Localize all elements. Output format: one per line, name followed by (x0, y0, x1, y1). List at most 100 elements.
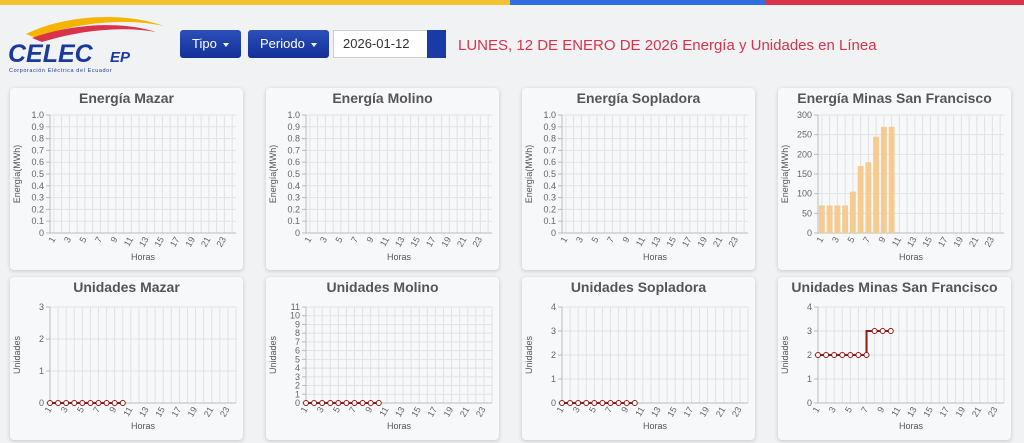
date-input[interactable]: 2026-01-12 (333, 30, 428, 58)
point (119, 400, 126, 406)
y-tick-label: 0.9 (543, 122, 556, 132)
x-tick-label: 3 (830, 235, 841, 244)
y-tick-label: 50 (802, 208, 812, 218)
y-tick-label: 1.0 (31, 110, 44, 120)
x-tick-label: 7 (605, 235, 616, 244)
tipo-button[interactable]: Tipo (180, 30, 241, 58)
x-tick-label: 5 (589, 235, 600, 244)
bar (826, 205, 833, 233)
y-tick-label: 0.1 (287, 216, 300, 226)
x-tick-label: 11 (890, 235, 903, 248)
x-tick-label: 19 (698, 405, 712, 419)
chart-title: Energía Mazar (79, 90, 174, 106)
x-tick-label: 9 (107, 405, 118, 414)
x-tick-label: 9 (108, 235, 119, 244)
y-tick-label: 150 (797, 169, 812, 179)
point (359, 400, 366, 406)
x-tick-label: 3 (571, 405, 582, 414)
y-tick-label: 2 (39, 334, 44, 344)
point (839, 352, 846, 358)
x-axis-label: Horas (899, 421, 924, 431)
x-tick-label: 17 (680, 235, 694, 249)
point (319, 400, 326, 406)
y-tick-label: 4 (295, 363, 300, 373)
x-tick-label: 15 (920, 235, 934, 249)
chart-title: Energía Molino (332, 90, 432, 106)
point (335, 400, 342, 406)
y-tick-label: 0 (295, 228, 300, 238)
x-tick-label: 15 (153, 405, 167, 419)
x-tick-label: 7 (93, 235, 104, 244)
x-tick-label: 13 (905, 235, 919, 249)
y-axis-label: Unidades (12, 335, 22, 374)
x-tick-label: 17 (425, 405, 439, 419)
y-tick-label: 0.4 (31, 181, 44, 191)
chart: Unidades MolinoHorasUnidades012345678910… (268, 279, 493, 431)
point (879, 328, 886, 334)
y-tick-label: 8 (295, 328, 300, 338)
y-tick-label: 0 (39, 228, 44, 238)
x-tick-label: 13 (137, 235, 151, 249)
x-tick-label: 11 (121, 405, 134, 418)
x-tick-label: 7 (861, 235, 872, 244)
y-tick-label: 0.5 (543, 169, 556, 179)
x-tick-label: 1 (814, 235, 825, 244)
y-tick-label: 3 (39, 302, 44, 312)
point (615, 400, 622, 406)
y-tick-label: 0 (39, 398, 44, 408)
x-tick-label: 11 (378, 235, 391, 248)
chart-title: Unidades Minas San Francisco (791, 279, 997, 295)
x-tick-label: 1 (43, 405, 54, 414)
point (583, 400, 590, 406)
point (103, 400, 110, 406)
bar (849, 191, 856, 233)
x-tick-label: 15 (152, 235, 166, 249)
x-tick-label: 21 (199, 235, 213, 249)
y-tick-label: 1 (295, 389, 300, 399)
point (823, 352, 830, 358)
point (375, 400, 382, 406)
chart: Energía Minas San Francisco Horas Energía(… (780, 90, 1004, 262)
x-tick-label: 5 (843, 405, 854, 414)
point (631, 400, 638, 406)
x-tick-label: 3 (315, 405, 326, 414)
point (855, 352, 862, 358)
x-tick-label: 21 (711, 235, 725, 249)
x-tick-label: 1 (302, 235, 313, 244)
y-tick-label: 0.2 (287, 204, 300, 214)
bar (888, 126, 895, 233)
x-tick-label: 3 (827, 405, 838, 414)
y-tick-label: 1 (807, 374, 812, 384)
point (343, 400, 350, 406)
x-tick-label: 5 (333, 235, 344, 244)
x-tick-label: 3 (318, 235, 329, 244)
calendar-button[interactable] (427, 30, 446, 58)
x-tick-label: 19 (183, 235, 197, 249)
x-tick-label: 5 (587, 405, 598, 414)
x-tick-label: 5 (75, 405, 86, 414)
point (575, 400, 582, 406)
bar (880, 126, 887, 233)
point (111, 400, 118, 406)
x-tick-label: 23 (986, 405, 1000, 419)
x-axis-label: Horas (643, 421, 668, 431)
x-tick-label: 15 (665, 405, 679, 419)
y-tick-label: 0 (551, 228, 556, 238)
swoosh (32, 25, 156, 42)
y-axis-label: Energía(MWh) (524, 145, 534, 204)
x-tick-label: 13 (649, 405, 663, 419)
y-tick-label: 0 (807, 398, 812, 408)
x-tick-label: 23 (218, 405, 232, 419)
point (607, 400, 614, 406)
x-tick-label: 9 (364, 235, 375, 244)
y-axis-label: Energía(MWh) (12, 145, 22, 204)
x-tick-label: 15 (921, 405, 935, 419)
point (55, 400, 62, 406)
periodo-button[interactable]: Periodo (248, 30, 329, 58)
x-axis-label: Horas (643, 252, 668, 262)
chart-card: Energía Sopladora Horas Energía(MWh) 0 0.1 0.… (522, 88, 755, 270)
x-tick-label: 19 (442, 405, 456, 419)
point (327, 400, 334, 406)
x-tick-label: 13 (905, 405, 919, 419)
